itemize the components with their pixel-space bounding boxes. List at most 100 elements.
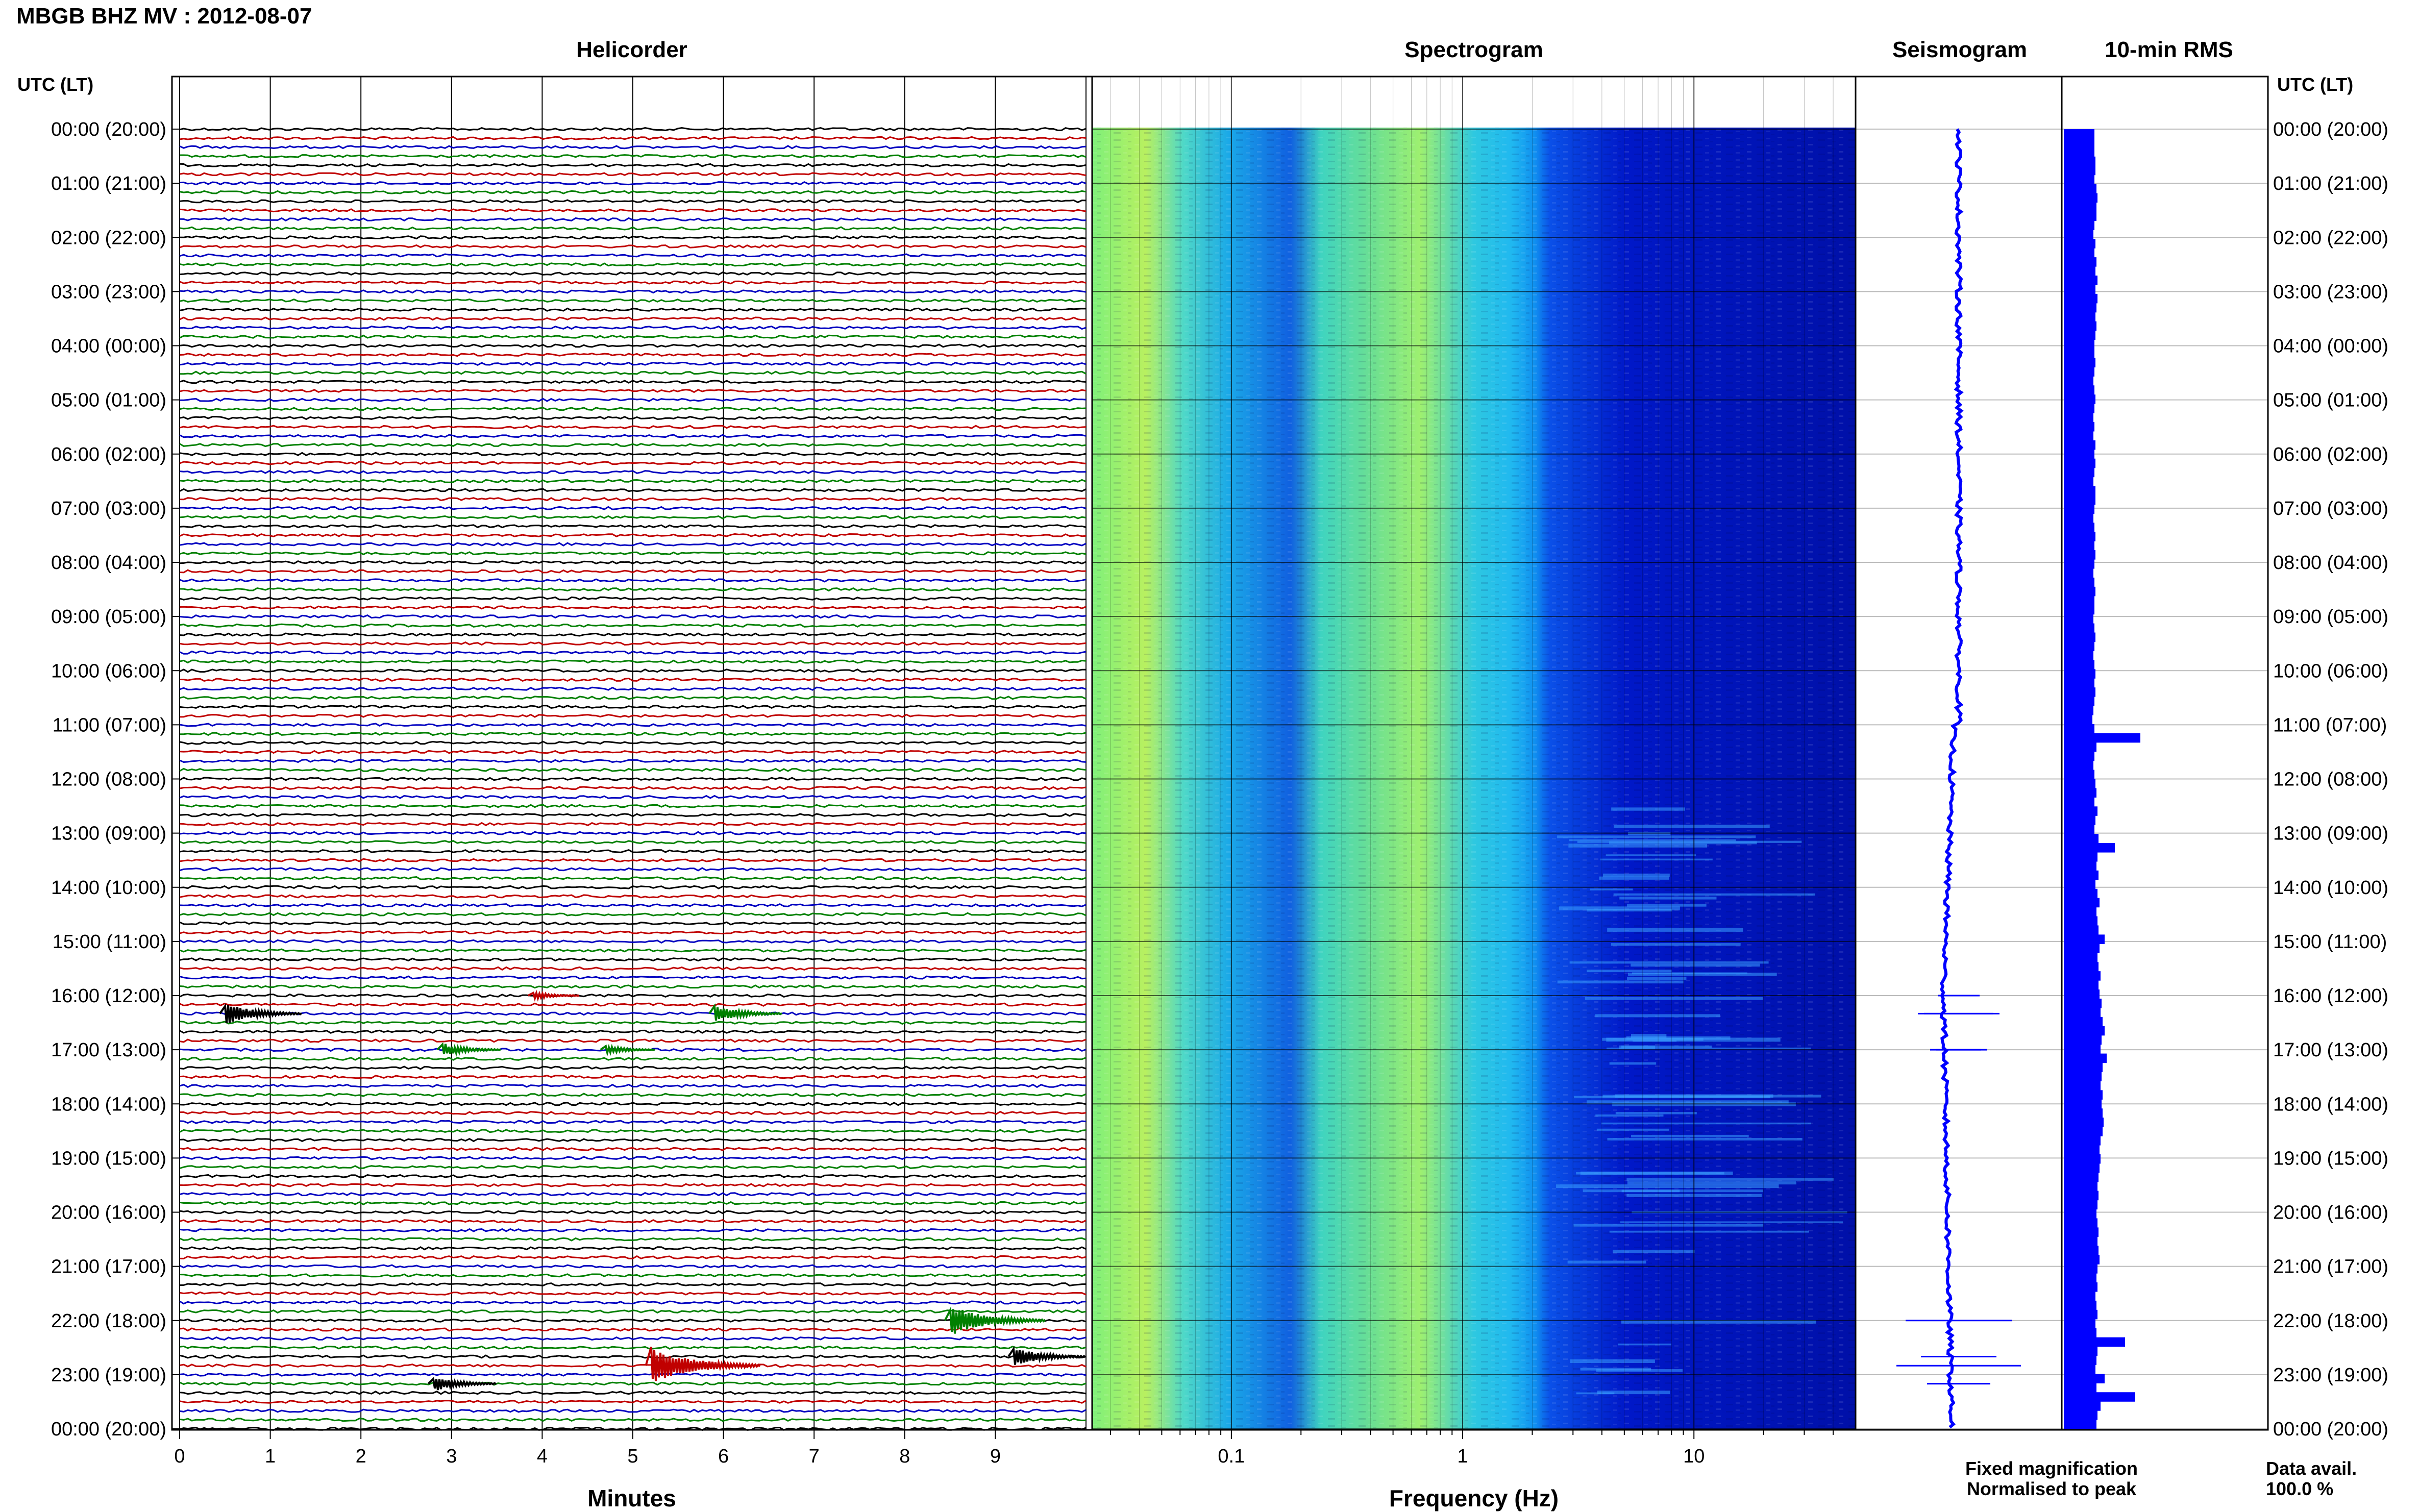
helicorder-trace bbox=[179, 226, 1087, 231]
time-label-left: 00:00 (20:00) bbox=[51, 119, 166, 140]
spectrogram-streak bbox=[1599, 876, 1669, 880]
rms-bar bbox=[2064, 733, 2140, 743]
time-label-right: 23:00 (19:00) bbox=[2273, 1365, 2388, 1386]
rms-bar bbox=[2064, 504, 2094, 514]
rms-bar bbox=[2064, 651, 2093, 660]
helicorder-trace bbox=[179, 1273, 1087, 1278]
helicorder-trace bbox=[179, 750, 1087, 754]
rms-bar bbox=[2064, 1127, 2103, 1136]
helicorder-trace bbox=[179, 208, 1087, 213]
helicorder-trace bbox=[179, 957, 1087, 962]
spectrogram-streak bbox=[1618, 1343, 1671, 1346]
spectrogram-streak bbox=[1601, 1122, 1811, 1125]
time-label-left: 20:00 (16:00) bbox=[51, 1202, 166, 1224]
helicorder-trace bbox=[179, 560, 1087, 565]
rms-bar bbox=[2064, 1017, 2103, 1027]
seismic-event bbox=[708, 1003, 782, 1021]
spectrogram-streak bbox=[1569, 839, 1736, 841]
rms-bar bbox=[2064, 1410, 2097, 1420]
spectrogram-streak bbox=[1556, 1184, 1779, 1188]
spectrogram-streak bbox=[1567, 1260, 1646, 1264]
helicorder-trace bbox=[179, 253, 1087, 258]
spectrogram-streak bbox=[1631, 1034, 1667, 1038]
rms-bar bbox=[2064, 714, 2092, 725]
helicorder-trace bbox=[179, 1183, 1087, 1187]
time-label-left: 21:00 (17:00) bbox=[51, 1256, 166, 1278]
spectrogram-streak bbox=[1603, 873, 1670, 877]
spectrogram-streak bbox=[1619, 897, 1717, 900]
rms-bar bbox=[2064, 1053, 2107, 1063]
seismic-event bbox=[427, 1377, 497, 1391]
spectrogram-streak bbox=[1606, 854, 1696, 856]
rms-bar bbox=[2064, 944, 2100, 953]
rms-bar bbox=[2064, 312, 2095, 322]
helicorder-trace bbox=[179, 1164, 1087, 1170]
seismic-event bbox=[944, 1306, 1046, 1334]
helicorder-trace bbox=[179, 361, 1087, 366]
rms-bar bbox=[2064, 404, 2094, 413]
helicorder-trace bbox=[179, 1354, 1087, 1359]
time-label-right: 19:00 (15:00) bbox=[2273, 1148, 2388, 1169]
spectrogram-streak bbox=[1596, 1128, 1669, 1131]
helicorder-trace bbox=[179, 470, 1087, 475]
spectrogram-streak bbox=[1607, 928, 1743, 932]
rms-bar bbox=[2064, 394, 2095, 404]
time-label-left: 01:00 (21:00) bbox=[51, 173, 166, 194]
frequency-tick-label: 0.1 bbox=[1218, 1446, 1245, 1467]
time-label-right: 22:00 (18:00) bbox=[2273, 1310, 2388, 1332]
rms-bar bbox=[2064, 870, 2099, 880]
spectrogram-streak bbox=[1613, 1250, 1695, 1253]
helicorder-trace bbox=[179, 1408, 1087, 1413]
time-label-left: 13:00 (09:00) bbox=[51, 823, 166, 845]
helicorder-trace bbox=[179, 334, 1087, 339]
spectrogram-streak bbox=[1587, 909, 1672, 912]
seismic-event bbox=[600, 1044, 655, 1057]
time-label-right: 08:00 (04:00) bbox=[2273, 552, 2388, 574]
time-label-right: 16:00 (12:00) bbox=[2273, 985, 2388, 1007]
helicorder-trace bbox=[179, 587, 1087, 592]
helicorder-trace bbox=[179, 1093, 1087, 1097]
minute-tick-label: 8 bbox=[899, 1446, 910, 1467]
rms-bar bbox=[2064, 422, 2094, 432]
rms-bar bbox=[2064, 293, 2097, 304]
helicorder-trace bbox=[179, 271, 1087, 276]
time-label-right: 11:00 (07:00) bbox=[2273, 714, 2387, 736]
helicorder-trace bbox=[180, 154, 1087, 159]
helicorder-trace bbox=[179, 930, 1087, 935]
rms-bar bbox=[2064, 907, 2096, 917]
rms-bar bbox=[2064, 980, 2099, 990]
time-label-right: 14:00 (10:00) bbox=[2273, 877, 2388, 899]
spectrogram-streak bbox=[1595, 1014, 1720, 1018]
rms-bar bbox=[2064, 815, 2095, 825]
helicorder-trace bbox=[179, 280, 1087, 285]
rms-bar bbox=[2064, 953, 2097, 962]
rms-bar bbox=[2064, 614, 2093, 624]
rms-bar bbox=[2064, 623, 2094, 633]
legend-normalised-to-peak: Normalised to peak bbox=[1967, 1478, 2137, 1499]
rms-bar bbox=[2064, 779, 2095, 789]
spectrogram-panel bbox=[1092, 77, 1856, 1430]
rms-bar bbox=[2064, 724, 2094, 734]
helicorder-trace bbox=[179, 542, 1087, 547]
rms-bar bbox=[2064, 1191, 2099, 1201]
spectrogram-streak bbox=[1627, 977, 1687, 980]
rms-bar bbox=[2064, 989, 2100, 999]
rms-bar bbox=[2064, 1035, 2102, 1045]
rms-bar bbox=[2064, 440, 2095, 450]
helicorder-trace bbox=[179, 1300, 1087, 1305]
helicorder-trace bbox=[179, 1391, 1087, 1395]
rms-bar bbox=[2064, 1264, 2097, 1274]
helicorder-trace bbox=[179, 704, 1086, 709]
helicorder-trace bbox=[179, 1282, 1087, 1287]
helicorder-trace bbox=[179, 614, 1087, 619]
spectrogram-streak bbox=[1590, 888, 1633, 890]
rms-bar bbox=[2064, 1300, 2096, 1310]
spectrogram-streak bbox=[1627, 1181, 1796, 1185]
rms-bar bbox=[2064, 971, 2101, 981]
spectrogram-streak bbox=[1600, 858, 1713, 861]
rms-bar bbox=[2064, 202, 2096, 212]
rms-bar bbox=[2064, 751, 2094, 761]
rms-bar bbox=[2064, 687, 2095, 697]
helicorder-trace bbox=[179, 921, 1087, 926]
helicorder-trace bbox=[179, 1129, 1087, 1133]
